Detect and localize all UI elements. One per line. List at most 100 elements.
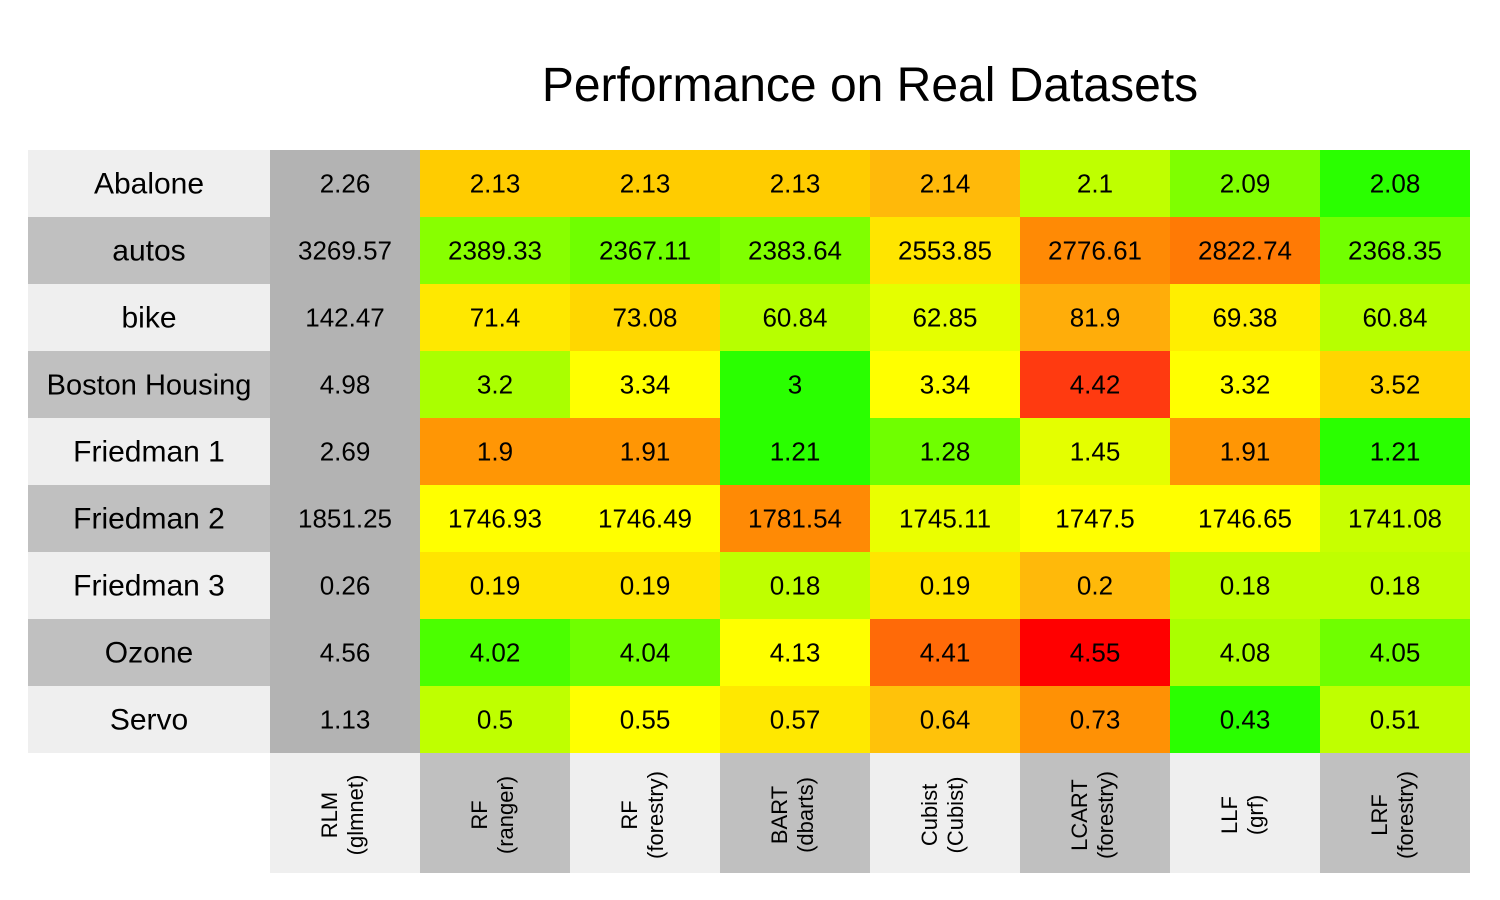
heatmap-cell bbox=[270, 150, 420, 217]
cell-value-label: 1851.25 bbox=[298, 504, 392, 534]
cell-value-label: 1.9 bbox=[477, 437, 513, 467]
row-label-bg bbox=[28, 552, 270, 619]
column-method-label: LLF bbox=[1217, 796, 1242, 834]
cell-value-label: 0.18 bbox=[770, 571, 821, 601]
heatmap-cell bbox=[1020, 217, 1170, 284]
cell-value-label: 2.26 bbox=[320, 169, 371, 199]
cell-value-label: 2.13 bbox=[620, 169, 671, 199]
heatmap-cell bbox=[420, 552, 570, 619]
cell-value-label: 1746.49 bbox=[598, 504, 692, 534]
cell-value-label: 4.55 bbox=[1070, 638, 1121, 668]
heatmap-cell bbox=[1170, 351, 1320, 418]
cell-value-label: 2.1 bbox=[1077, 169, 1113, 199]
cell-value-label: 3.2 bbox=[477, 370, 513, 400]
cell-value-label: 0.5 bbox=[477, 705, 513, 735]
column-label-bg bbox=[720, 753, 870, 873]
heatmap-cell bbox=[570, 686, 720, 753]
cell-value-label: 2.69 bbox=[320, 437, 371, 467]
heatmap-cell bbox=[1020, 485, 1170, 552]
cell-value-label: 2822.74 bbox=[1198, 236, 1292, 266]
cell-value-label: 1.21 bbox=[770, 437, 821, 467]
heatmap-cell bbox=[420, 150, 570, 217]
cell-value-label: 142.47 bbox=[305, 303, 385, 333]
cell-value-label: 2.08 bbox=[1370, 169, 1421, 199]
heatmap-cell bbox=[720, 686, 870, 753]
cell-value-label: 1.21 bbox=[1370, 437, 1421, 467]
row-label-bg bbox=[28, 485, 270, 552]
row-label: Boston Housing bbox=[47, 370, 252, 402]
column-label-bg bbox=[420, 753, 570, 873]
column-label-bg bbox=[1170, 753, 1320, 873]
heatmap-cells: 2.26 2.13 2.13 2.13 2.14 2.1 2.09 2.08 3269.57 23… bbox=[270, 150, 1470, 753]
heatmap-cell bbox=[1020, 284, 1170, 351]
row-label: Servo bbox=[110, 704, 188, 737]
heatmap-cell bbox=[270, 351, 420, 418]
cell-value-label: 4.98 bbox=[320, 370, 371, 400]
heatmap-cell bbox=[1320, 418, 1470, 485]
cell-value-label: 1.45 bbox=[1070, 437, 1121, 467]
cell-value-label: 1.28 bbox=[920, 437, 971, 467]
chart-title: Performance on Real Datasets bbox=[541, 59, 1199, 112]
cell-value-label: 2553.85 bbox=[898, 236, 992, 266]
column-package-label: (ranger) bbox=[493, 776, 518, 854]
heatmap-cell bbox=[1170, 217, 1320, 284]
cell-value-label: 1746.65 bbox=[1198, 504, 1292, 534]
heatmap-cell bbox=[270, 552, 420, 619]
heatmap-cell bbox=[1320, 552, 1470, 619]
row-label-bg bbox=[28, 217, 270, 284]
row-label: Abalone bbox=[94, 168, 204, 201]
column-label: LRF (forestry) bbox=[1367, 771, 1418, 859]
heatmap-cell bbox=[870, 686, 1020, 753]
heatmap-cell bbox=[1020, 619, 1170, 686]
heatmap-cell bbox=[1020, 552, 1170, 619]
row-label: Friedman 3 bbox=[73, 570, 225, 603]
cell-value-label: 0.43 bbox=[1220, 705, 1271, 735]
cell-value-label: 60.84 bbox=[762, 303, 827, 333]
cell-value-label: 4.05 bbox=[1370, 638, 1421, 668]
cell-value-label: 0.73 bbox=[1070, 705, 1121, 735]
heatmap-cell bbox=[570, 351, 720, 418]
heatmap-cell bbox=[570, 217, 720, 284]
column-package-label: (grf) bbox=[1243, 795, 1268, 835]
cell-value-label: 1.91 bbox=[620, 437, 671, 467]
heatmap-cell bbox=[270, 284, 420, 351]
column-label-bg bbox=[570, 753, 720, 873]
heatmap-cell bbox=[870, 485, 1020, 552]
heatmap-cell bbox=[870, 150, 1020, 217]
heatmap-cell bbox=[270, 619, 420, 686]
cell-value-label: 0.19 bbox=[470, 571, 521, 601]
cell-value-label: 1745.11 bbox=[899, 504, 991, 534]
column-label: RLM (glmnet) bbox=[317, 775, 368, 856]
heatmap-cell bbox=[1170, 150, 1320, 217]
row-label-bg bbox=[28, 418, 270, 485]
row-label: autos bbox=[112, 235, 185, 268]
cell-value-label: 60.84 bbox=[1362, 303, 1427, 333]
cell-value-label: 0.18 bbox=[1220, 571, 1271, 601]
cell-value-label: 1741.08 bbox=[1348, 504, 1442, 534]
cell-value-label: 1.91 bbox=[1220, 437, 1271, 467]
row-label-bg bbox=[28, 686, 270, 753]
cell-value-label: 69.38 bbox=[1212, 303, 1277, 333]
row-labels: Abalone autos bike Boston Housing Friedman 1… bbox=[28, 150, 270, 753]
heatmap-cell bbox=[1320, 284, 1470, 351]
cell-value-label: 2.09 bbox=[1220, 169, 1271, 199]
column-label: RF (forestry) bbox=[617, 771, 668, 859]
cell-value-label: 0.64 bbox=[920, 705, 971, 735]
column-method-label: RF bbox=[617, 800, 642, 829]
column-label-bg bbox=[870, 753, 1020, 873]
heatmap-cell bbox=[1320, 351, 1470, 418]
heatmap-cell bbox=[1020, 351, 1170, 418]
heatmap-cell bbox=[1320, 217, 1470, 284]
column-method-label: RLM bbox=[317, 792, 342, 838]
heatmap-cell bbox=[420, 284, 570, 351]
column-label: RF (ranger) bbox=[467, 776, 518, 854]
row-label-bg bbox=[28, 351, 270, 418]
heatmap-cell bbox=[420, 418, 570, 485]
cell-value-label: 0.57 bbox=[770, 705, 821, 735]
cell-value-label: 81.9 bbox=[1070, 303, 1121, 333]
row-label-bg bbox=[28, 284, 270, 351]
column-labels: RLM (glmnet) RF (ranger) RF (forestry) BART (db… bbox=[270, 753, 1470, 873]
cell-value-label: 73.08 bbox=[612, 303, 677, 333]
column-package-label: (forestry) bbox=[1093, 771, 1118, 859]
cell-value-label: 0.55 bbox=[620, 705, 671, 735]
